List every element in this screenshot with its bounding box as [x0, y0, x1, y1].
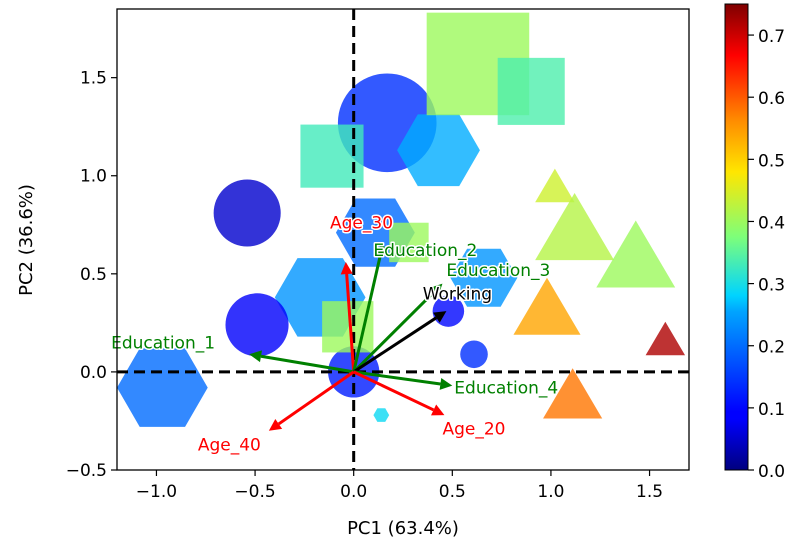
colorbar — [724, 3, 749, 471]
x-tick-label: 0.5 — [439, 482, 466, 502]
y-axis: −0.5 0.0 0.5 1.0 1.5 — [66, 69, 117, 481]
x-axis-label: PC1 (63.4%) — [347, 518, 459, 539]
colorbar-tick-label: 0.4 — [758, 213, 785, 233]
triangle-marker-20 — [596, 220, 676, 288]
colorbar-ticks: 0.0 0.1 0.2 0.3 0.4 0.5 0.6 0.7 — [748, 27, 785, 482]
circle-marker-10 — [460, 340, 488, 369]
hexagon-marker-12 — [373, 408, 390, 422]
hexagon-marker-8 — [450, 248, 518, 307]
triangle-marker-18 — [535, 168, 575, 203]
x-tick-label: 1.0 — [537, 482, 564, 502]
y-tick-label: −0.5 — [66, 461, 107, 481]
vector-label-5: Education_1 — [111, 333, 215, 353]
square-marker-16 — [389, 222, 429, 263]
vector-arrowhead-7 — [431, 404, 445, 416]
x-axis: −1.0 −0.5 0.0 0.5 1.0 1.5 — [136, 470, 663, 502]
circle-marker-5 — [213, 179, 281, 247]
vector-line-4 — [352, 316, 438, 374]
triangle-marker-22 — [543, 368, 603, 419]
vector-label-6: Education_4 — [454, 378, 558, 398]
vector-line-5 — [260, 354, 354, 374]
y-axis-label: PC2 (36.6%) — [16, 184, 37, 296]
x-tick-label: −1.0 — [136, 482, 177, 502]
vector-arrowhead-8 — [268, 418, 283, 431]
colorbar-tick-label: 0.5 — [758, 151, 785, 171]
vector-arrowhead-3 — [429, 283, 443, 297]
vector-label-1: Age_30 — [330, 214, 393, 234]
hexagon-marker-1 — [117, 348, 208, 427]
colorbar-tick-label: 0.6 — [758, 89, 785, 109]
triangle-marker-19 — [535, 193, 615, 261]
triangle-marker-23 — [645, 321, 686, 356]
plot-frame — [116, 8, 690, 471]
vector-arrowhead-6 — [439, 378, 453, 390]
vector-line-3 — [352, 291, 435, 373]
vector-label-8: Age_40 — [198, 435, 261, 455]
y-tick-label: 1.5 — [80, 69, 107, 89]
circle-marker-6 — [225, 293, 289, 357]
square-marker-14 — [497, 57, 565, 125]
y-tick-label: 1.0 — [80, 167, 107, 187]
hexagon-marker-4 — [397, 114, 480, 187]
vector-label-3: Education_3 — [446, 261, 550, 281]
vector-label-7: Age_20 — [442, 420, 505, 440]
vector-arrowhead-1 — [340, 262, 353, 275]
reference-lines — [117, 9, 689, 470]
y-tick-label: 0.0 — [80, 363, 107, 383]
vector-line-7 — [353, 370, 435, 412]
x-tick-label: 0.0 — [340, 482, 367, 502]
vector-line-8 — [277, 370, 355, 426]
vector-label-2: Education_2 — [373, 241, 477, 261]
colorbar-tick-label: 0.1 — [758, 400, 785, 420]
colorbar-tick-label: 0.2 — [758, 338, 785, 358]
vector-arrowhead-4 — [433, 311, 447, 323]
data-points — [117, 12, 686, 427]
colorbar-tick-label: 0.3 — [758, 276, 785, 296]
x-tick-label: −0.5 — [234, 482, 275, 502]
y-tick-label: 0.5 — [80, 265, 107, 285]
vector-arrowhead-2 — [374, 242, 387, 256]
colorbar-tick-label: 0.0 — [758, 462, 785, 482]
x-tick-label: 1.5 — [636, 482, 663, 502]
vector-label-4: Working — [423, 284, 492, 304]
vector-line-2 — [352, 253, 383, 373]
vector-line-1 — [345, 273, 356, 373]
vector-line-6 — [353, 370, 441, 386]
vector-arrowhead-5 — [249, 350, 262, 363]
colorbar-tick-label: 0.7 — [758, 27, 785, 47]
triangle-marker-21 — [513, 277, 581, 335]
